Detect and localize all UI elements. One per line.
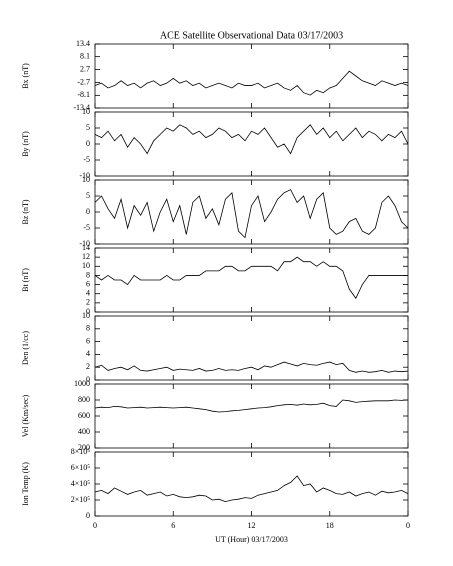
y-tick-label: 2 xyxy=(86,298,90,307)
x-tick-label: 18 xyxy=(326,521,334,530)
y-tick-label: 12 xyxy=(82,252,90,261)
y-tick-label: -13.4 xyxy=(73,103,90,112)
y-tick-label: 5 xyxy=(86,123,90,132)
y-tick-label: 8.1 xyxy=(80,51,90,60)
y-tick-label: 8 xyxy=(86,270,90,279)
y-tick-label: -5 xyxy=(83,223,90,232)
y-tick-label: 600 xyxy=(78,411,90,420)
panel-frame xyxy=(94,383,409,449)
y-tick-label: 6 xyxy=(86,279,90,288)
y-tick-label: 8 xyxy=(86,324,90,333)
y-tick-label: 4 xyxy=(86,349,90,358)
y-tick-label: 2 xyxy=(86,362,90,371)
panel-frame xyxy=(94,43,409,109)
panel-frame xyxy=(94,111,409,177)
y-tick-label: 5 xyxy=(86,191,90,200)
y-axis-label: By (nT) xyxy=(21,131,30,157)
data-line xyxy=(94,361,409,373)
y-tick-label: 0 xyxy=(86,307,90,316)
data-line xyxy=(94,124,409,155)
y-axis-label: Den (1/cc) xyxy=(21,331,30,365)
y-tick-label: 200 xyxy=(78,443,90,452)
y-tick-label: 13.4 xyxy=(76,39,90,48)
y-tick-label: -8.1 xyxy=(77,90,90,99)
y-tick-label: 2×10⁵ xyxy=(71,495,91,504)
data-line xyxy=(94,256,408,300)
chart-title: ACE Satellite Observational Data 03/17/2… xyxy=(160,30,343,41)
x-tick-label: 6 xyxy=(171,521,175,530)
y-axis-label: Vel (Km/sec) xyxy=(21,394,30,437)
y-tick-label: 8×10⁵ xyxy=(71,447,91,456)
y-tick-label: 4 xyxy=(86,289,90,298)
y-tick-label: 10 xyxy=(82,107,90,116)
data-line xyxy=(94,399,409,413)
data-line xyxy=(94,475,409,503)
y-tick-label: 0 xyxy=(86,207,90,216)
y-tick-label: -10 xyxy=(79,239,90,248)
y-tick-label: 4×10⁵ xyxy=(71,479,91,488)
y-tick-label: 14 xyxy=(82,243,90,252)
y-tick-label: 1000 xyxy=(74,379,90,388)
y-tick-label: 2.7 xyxy=(80,64,90,73)
y-tick-label: -2.7 xyxy=(77,77,90,86)
panel-frame xyxy=(94,451,409,517)
y-tick-label: 6×10⁵ xyxy=(71,463,91,472)
y-axis-label: Bz (nT) xyxy=(21,199,30,224)
y-tick-label: 400 xyxy=(78,427,90,436)
y-axis-label: Ion Temp (K) xyxy=(21,462,30,506)
y-tick-label: -10 xyxy=(79,171,90,180)
y-tick-label: -5 xyxy=(83,155,90,164)
y-tick-label: 0 xyxy=(86,375,90,384)
x-tick-label: 0 xyxy=(406,521,410,530)
y-tick-label: 800 xyxy=(78,395,90,404)
y-tick-label: 10 xyxy=(82,311,90,320)
y-tick-label: 0 xyxy=(86,511,90,520)
y-tick-label: 0 xyxy=(86,139,90,148)
x-tick-label: 12 xyxy=(248,521,256,530)
y-axis-label: Bx (nT) xyxy=(21,63,30,89)
x-axis-label: UT (Hour) 03/17/2003 xyxy=(215,535,288,544)
y-axis-label: Bt (nT) xyxy=(21,268,30,292)
x-tick-label: 0 xyxy=(93,521,97,530)
data-line xyxy=(94,189,409,239)
y-tick-label: 10 xyxy=(82,175,90,184)
y-tick-label: 10 xyxy=(82,261,90,270)
data-line xyxy=(94,70,409,96)
y-tick-label: 6 xyxy=(86,336,90,345)
